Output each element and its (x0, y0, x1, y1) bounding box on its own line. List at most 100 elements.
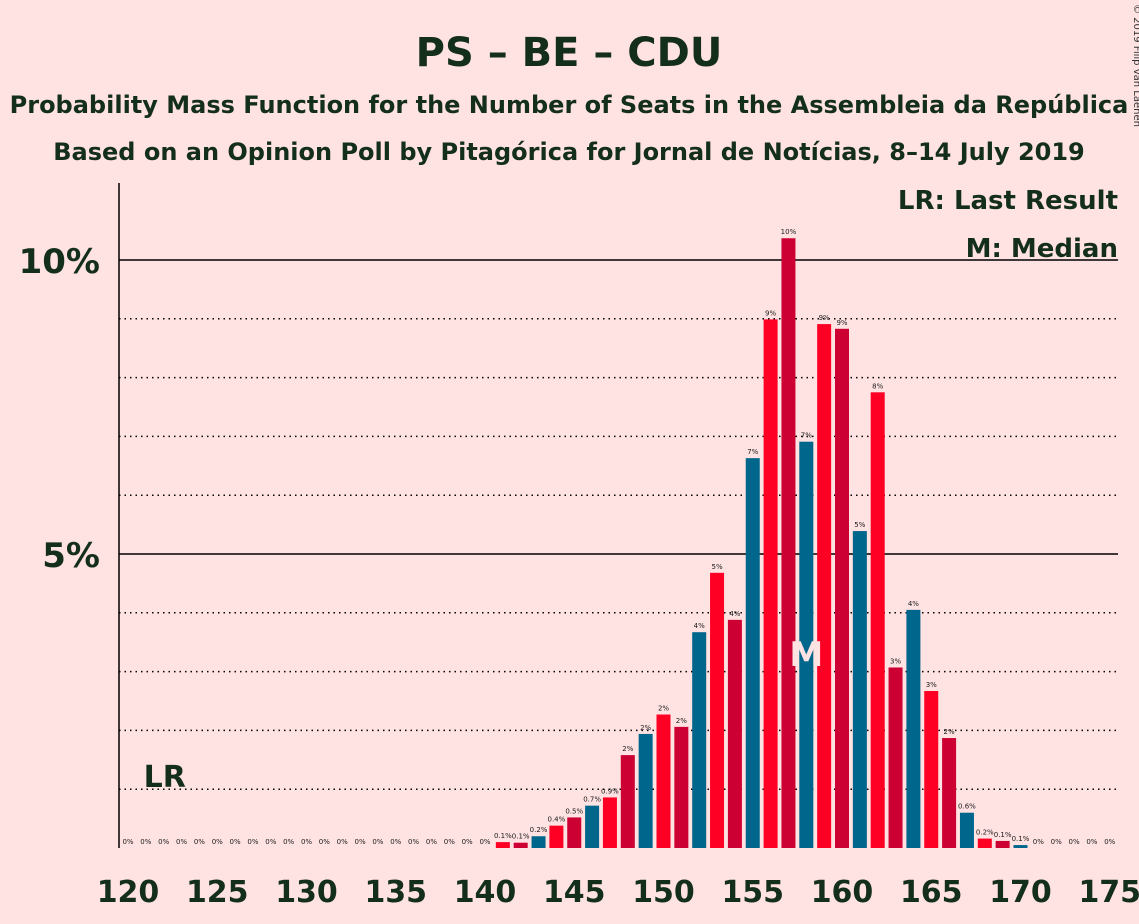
bar-label-seat-155: 7% (747, 448, 758, 456)
x-tick-label: 175 (1078, 875, 1139, 910)
x-tick-label: 170 (989, 875, 1052, 910)
bar-label-seat-163: 3% (890, 657, 901, 665)
x-tick-label: 155 (721, 875, 784, 910)
x-tick-label: 140 (454, 875, 517, 910)
bar-seat-149 (638, 733, 653, 848)
bar-label-seat-175: 0% (1104, 838, 1115, 846)
bar-seat-163 (888, 667, 903, 848)
bar-label-seat-143: 0.2% (530, 826, 548, 834)
x-tick-label: 165 (900, 875, 963, 910)
bar-seat-141 (495, 842, 510, 848)
bar-label-seat-171: 0% (1033, 838, 1044, 846)
bar-seat-153 (710, 572, 725, 848)
bar-label-seat-133: 0% (354, 838, 365, 846)
chart-title: PS – BE – CDU (416, 30, 723, 76)
bar-label-seat-124: 0% (194, 838, 205, 846)
x-tick-label: 135 (364, 875, 427, 910)
bar-label-seat-168: 0.2% (976, 829, 994, 837)
bar-label-seat-156: 9% (765, 309, 776, 317)
bar-label-seat-148: 2% (622, 745, 633, 753)
bar-label-seat-121: 0% (140, 838, 151, 846)
bar-seat-150 (656, 714, 671, 848)
x-tick-label: 150 (632, 875, 695, 910)
x-tick-label: 160 (811, 875, 874, 910)
bar-label-seat-145: 0.5% (565, 807, 583, 815)
bar-label-seat-136: 0% (408, 838, 419, 846)
bar-label-seat-174: 0% (1086, 838, 1097, 846)
bar-label-seat-150: 2% (658, 705, 669, 713)
bar-seat-164 (906, 609, 921, 848)
x-tick-label: 120 (97, 875, 160, 910)
bar-label-seat-160: 9% (836, 319, 847, 327)
bar-label-seat-120: 0% (122, 838, 133, 846)
bar-seat-167 (959, 812, 974, 848)
bar-seat-170 (1013, 845, 1028, 848)
bar-label-seat-123: 0% (176, 838, 187, 846)
bar-label-seat-162: 8% (872, 382, 883, 390)
bar-label-seat-128: 0% (265, 838, 276, 846)
bar-seat-143 (531, 836, 546, 848)
median-marker: M (789, 635, 823, 675)
bar-seat-147 (602, 797, 617, 848)
chart-subtitle-2: Based on an Opinion Poll by Pitagórica f… (53, 138, 1084, 166)
bar-seat-152 (692, 632, 707, 848)
bar-seat-154 (727, 619, 742, 848)
gridlines (119, 259, 1118, 790)
bar-label-seat-140: 0% (479, 838, 490, 846)
bar-seat-159 (817, 324, 832, 848)
bar-seat-148 (620, 755, 635, 848)
bar-value-labels: 0% 0% 0% 0% 0% 0% 0% 0% 0% 0% 0% 0% 0% 0% 0% 0% 0% 0% 0% 0%… (122, 228, 1115, 846)
bar-seat-166 (942, 738, 957, 848)
y-tick-label: 5% (42, 536, 100, 576)
bar-label-seat-146: 0.7% (583, 796, 601, 804)
bar-label-seat-142: 0.1% (512, 833, 530, 841)
bar-label-seat-165: 3% (926, 681, 937, 689)
bar-seat-146 (585, 805, 600, 848)
bar-series (495, 238, 1028, 848)
bar-label-seat-151: 2% (676, 717, 687, 725)
bar-label-seat-153: 5% (711, 563, 722, 571)
bar-label-seat-122: 0% (158, 838, 169, 846)
bar-label-seat-130: 0% (301, 838, 312, 846)
bar-label-seat-134: 0% (372, 838, 383, 846)
bar-label-seat-149: 2% (640, 724, 651, 732)
bar-seat-158 (799, 441, 814, 848)
bar-label-seat-161: 5% (854, 521, 865, 529)
bar-label-seat-152: 4% (694, 622, 705, 630)
bar-label-seat-129: 0% (283, 838, 294, 846)
bar-label-seat-144: 0.4% (548, 816, 566, 824)
bar-label-seat-154: 4% (729, 610, 740, 618)
bar-label-seat-159: 9% (819, 314, 830, 322)
bar-seat-155 (745, 458, 760, 848)
x-tick-label: 145 (543, 875, 606, 910)
bar-seat-142 (513, 842, 528, 848)
bar-label-seat-141: 0.1% (494, 832, 512, 840)
bar-seat-165 (924, 691, 939, 848)
bar-label-seat-157: 10% (781, 228, 797, 236)
bar-label-seat-132: 0% (337, 838, 348, 846)
bar-label-seat-164: 4% (908, 600, 919, 608)
chart-subtitle-1: Probability Mass Function for the Number… (10, 91, 1129, 119)
bar-label-seat-125: 0% (212, 838, 223, 846)
bar-label-seat-167: 0.6% (958, 803, 976, 811)
bar-label-seat-135: 0% (390, 838, 401, 846)
bar-seat-169 (995, 840, 1010, 848)
bar-seat-168 (977, 838, 992, 848)
bar-seat-161 (852, 531, 867, 848)
legend-median: M: Median (966, 234, 1118, 264)
x-tick-label: 125 (186, 875, 249, 910)
bar-seat-151 (674, 726, 689, 848)
bar-seat-162 (870, 392, 885, 848)
bar-seat-156 (763, 319, 778, 848)
last-result-marker: LR (144, 760, 186, 795)
bar-label-seat-131: 0% (319, 838, 330, 846)
bar-seat-144 (549, 825, 564, 848)
y-tick-label: 10% (19, 242, 100, 282)
copyright-notice: © 2019 Filip van Laenen (1131, 4, 1139, 127)
bar-label-seat-172: 0% (1051, 838, 1062, 846)
bar-label-seat-166: 2% (944, 728, 955, 736)
y-axis-ticks: 5% 10% (19, 242, 100, 576)
bar-label-seat-126: 0% (230, 838, 241, 846)
bar-label-seat-137: 0% (426, 838, 437, 846)
bar-seat-145 (567, 817, 582, 848)
